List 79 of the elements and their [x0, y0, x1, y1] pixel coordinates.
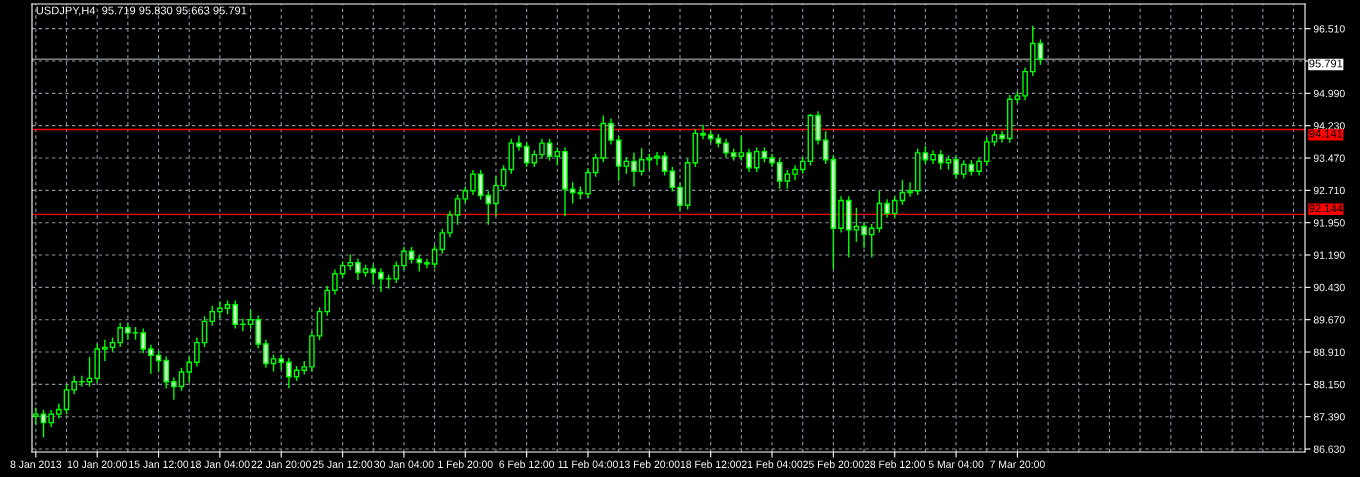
candlestick [48, 409, 54, 428]
candlestick [117, 321, 123, 348]
candlestick [71, 375, 77, 395]
candlestick [677, 182, 683, 212]
y-tick-label: 94.990 [1313, 89, 1345, 98]
x-tick-label: 8 Jan 2013 [10, 460, 62, 468]
x-tick-label: 28 Feb 12:00 [864, 460, 926, 468]
y-tick-label: 88.910 [1313, 348, 1345, 356]
candlestick [493, 175, 499, 217]
candlestick [102, 338, 108, 362]
x-tick-label: 6 Feb 12:00 [499, 460, 555, 468]
candlestick [470, 169, 476, 196]
candlestick [447, 210, 453, 238]
candlestick [999, 130, 1005, 144]
candlestick [769, 153, 775, 168]
x-tick-label: 30 Jan 04:00 [374, 460, 434, 468]
ref-line-label: 94.141 [1309, 129, 1343, 138]
candlestick [263, 338, 269, 369]
x-tick-label: 21 Feb 04:00 [741, 460, 803, 468]
x-tick-label: 1 Feb 20:00 [438, 460, 493, 468]
y-tick-label: 93.470 [1313, 154, 1345, 162]
chart-title: USDJPY,H4 95.719 95.830 95.663 95.791 [36, 6, 247, 16]
candlestick [1022, 66, 1028, 101]
candlestick [654, 151, 660, 166]
x-tick-label: 18 Jan 04:00 [190, 460, 250, 468]
candlestick [33, 407, 39, 426]
candlestick [953, 154, 959, 180]
x-tick-label: 7 Mar 20:00 [990, 460, 1045, 468]
candlestick [378, 267, 384, 293]
candlestick [700, 124, 706, 140]
candlestick [125, 322, 131, 341]
y-tick-label: 91.190 [1313, 251, 1345, 259]
y-tick-label: 89.670 [1313, 316, 1345, 324]
candlestick [746, 147, 752, 173]
candlestick [355, 257, 361, 281]
candlestick [815, 110, 821, 146]
candlestick [401, 246, 407, 271]
x-tick-label: 10 Jan 20:00 [67, 460, 127, 468]
candlestick [792, 164, 798, 181]
candlestick [631, 151, 637, 188]
x-tick-label: 13 Feb 20:00 [619, 460, 680, 468]
candlestick [332, 268, 338, 296]
y-tick-label: 91.950 [1313, 219, 1345, 227]
candlestick [723, 138, 729, 158]
y-tick-label: 92.710 [1313, 186, 1345, 195]
candlestick [94, 343, 100, 384]
candlestick [976, 156, 982, 177]
y-tick-label: 87.390 [1313, 413, 1345, 421]
y-tick-label: 96.510 [1313, 25, 1345, 33]
ref-line-label: 92.144 [1309, 204, 1343, 213]
candlestick [930, 149, 936, 165]
x-tick-label: 25 Jan 12:00 [312, 460, 373, 468]
x-tick-label: 25 Feb 20:00 [803, 460, 864, 468]
candlestick [539, 138, 545, 160]
candlestick [286, 357, 292, 389]
ref-line-label: 95.791 [1309, 59, 1343, 68]
x-tick-label: 5 Mar 04:00 [928, 460, 984, 468]
x-tick-label: 15 Jan 12:00 [129, 460, 189, 468]
candlestick [585, 167, 591, 199]
x-tick-label: 11 Feb 04:00 [558, 460, 618, 468]
candlestick [171, 376, 177, 401]
candlestick [562, 146, 568, 217]
candlestick [194, 336, 200, 368]
candlestick [838, 195, 844, 234]
candlestick [56, 402, 62, 420]
x-tick-label: 22 Jan 20:00 [251, 460, 311, 468]
y-tick-label: 90.430 [1313, 283, 1345, 292]
candlestick [217, 300, 223, 320]
y-tick-label: 88.150 [1313, 380, 1345, 389]
candlestick [309, 330, 315, 372]
candlestick [148, 344, 154, 375]
y-tick-label: 86.630 [1313, 445, 1345, 453]
candlestick [861, 221, 867, 249]
candlestick [516, 134, 522, 152]
candlestick [424, 258, 430, 269]
candlestick [907, 181, 913, 198]
x-tick-label: 18 Feb 12:00 [680, 460, 741, 468]
candlestick [884, 198, 890, 219]
candlestick [608, 117, 614, 146]
